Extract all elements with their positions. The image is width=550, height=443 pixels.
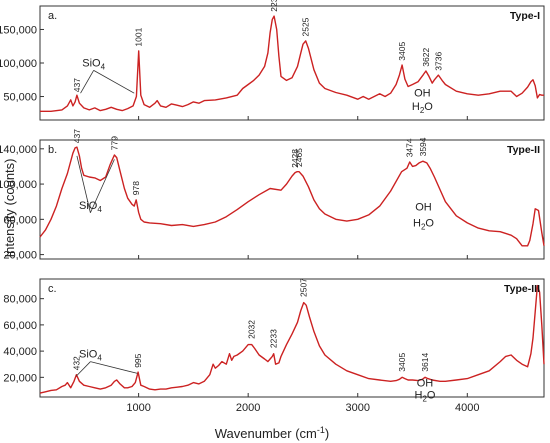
peak-label: 3614	[420, 353, 430, 372]
group-label: OH	[414, 88, 431, 100]
y-tick-label: 60,000	[3, 214, 37, 226]
group-label-main: OH	[415, 202, 432, 214]
group-label-sub: 4	[101, 62, 106, 71]
peak-label: 3594	[418, 137, 428, 156]
peak-label: 432	[71, 356, 81, 370]
peak-label: 2233	[269, 329, 279, 348]
x-axis-title: Wavenumber (cm-1)	[215, 425, 329, 441]
leader-line	[93, 70, 135, 94]
group-label: SiO4	[79, 349, 102, 363]
group-label: SiO4	[79, 200, 102, 214]
y-tick-label: 20,000	[3, 372, 37, 384]
peak-label: 3474	[405, 138, 415, 157]
group-label-main: H	[412, 101, 420, 113]
peak-label: 437	[72, 129, 82, 143]
peak-label: 3405	[397, 42, 407, 61]
x-tick-label: 1000	[126, 402, 150, 414]
peak-label: 2525	[301, 17, 311, 36]
peak-label: 2465	[294, 148, 304, 167]
peak-label: 3736	[433, 52, 443, 71]
group-label: H2O	[412, 101, 433, 115]
peak-label: 2507	[299, 278, 309, 297]
panel-2: 20,000 60,000 100,000 140,000 b. Type-II 437 77…	[0, 129, 545, 262]
panel-letter: c.	[48, 283, 57, 295]
group-label-tail: O	[427, 389, 436, 401]
leader-line	[76, 155, 91, 213]
leader-line	[76, 361, 91, 377]
panel-letter: a.	[48, 10, 57, 22]
group-label: OH	[415, 202, 432, 214]
plot-frame	[39, 139, 545, 260]
peak-label: 2032	[247, 320, 257, 339]
group-label: SiO4	[82, 57, 105, 71]
x-axis-title-sup: -1	[317, 425, 325, 435]
spectrum-line	[39, 146, 545, 247]
y-tick-label: 100,000	[0, 179, 37, 191]
panel-letter: b.	[48, 144, 57, 156]
plot-frame	[39, 278, 545, 398]
panel-type-label: Type-II	[507, 144, 540, 156]
y-tick-label: 40,000	[3, 346, 37, 358]
panel-type-label: Type-I	[510, 10, 540, 22]
y-tick-label: 140,000	[0, 144, 37, 156]
x-tick-label: 3000	[345, 402, 369, 414]
x-tick-label: 4000	[455, 402, 479, 414]
group-label-sub: 4	[97, 354, 102, 363]
group-label-tail: O	[425, 217, 434, 229]
leader-line	[90, 159, 115, 213]
group-label-sub: 2	[422, 394, 427, 403]
peak-label: 3405	[397, 353, 407, 372]
group-label: OH	[417, 378, 434, 390]
group-label-sub: 2	[420, 106, 425, 115]
group-label-main: SiO	[82, 57, 101, 69]
panels: 50,000 100,000 150,000 a. Type-I 437 1001 2237 2…	[0, 0, 545, 414]
group-label-sub: 2	[421, 222, 426, 231]
spectrum-line	[39, 284, 545, 394]
x-axis-title-close: )	[325, 426, 329, 441]
group-label-main: OH	[417, 378, 434, 390]
y-tick-label: 150,000	[0, 24, 37, 36]
y-tick-label: 80,000	[3, 294, 37, 306]
group-label-main: H	[413, 217, 421, 229]
peak-label: 978	[131, 181, 141, 195]
group-label-main: SiO	[79, 200, 98, 212]
peak-label: 2428	[290, 149, 300, 168]
y-tick-label: 60,000	[3, 320, 37, 332]
y-tick-label: 50,000	[3, 92, 37, 104]
plot-frame	[39, 5, 545, 121]
group-label-tail: O	[424, 101, 433, 113]
group-label: H2O	[413, 217, 434, 231]
panel-1: 50,000 100,000 150,000 a. Type-I 437 1001 2237 2…	[0, 0, 545, 121]
y-axis-title: Intensity (counts)	[2, 159, 17, 258]
spectrum-line	[40, 15, 544, 113]
x-axis-title-main: Wavenumber (cm	[215, 426, 317, 441]
y-tick-label: 20,000	[3, 250, 37, 262]
group-label-sub: 4	[97, 205, 102, 214]
leader-line	[80, 70, 95, 94]
panel-type-label: Type-III	[504, 283, 540, 295]
peak-label: 437	[72, 78, 82, 92]
group-label-main: SiO	[79, 349, 98, 361]
peak-label: 1001	[134, 27, 144, 46]
y-tick-label: 100,000	[0, 58, 37, 70]
group-label: H2O	[415, 389, 436, 403]
leader-line	[90, 361, 138, 374]
peak-label: 3622	[421, 48, 431, 67]
group-label-main: H	[415, 389, 423, 401]
x-tick-label: 2000	[236, 402, 260, 414]
group-label-main: OH	[414, 88, 431, 100]
peak-label: 779	[109, 136, 119, 150]
peak-label: 995	[133, 353, 143, 367]
panel-3: 20,000 40,000 60,000 80,000 1000 2000 3000 4000…	[3, 278, 545, 414]
peak-label: 2237	[269, 0, 279, 12]
